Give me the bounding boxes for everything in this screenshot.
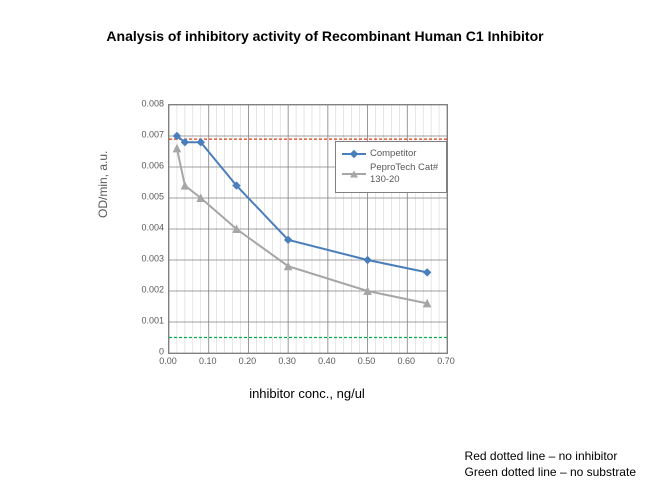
y-tick-label: 0.004	[120, 224, 164, 233]
x-tick-label: 0.30	[272, 356, 302, 366]
page-title: Analysis of inhibitory activity of Recom…	[0, 28, 650, 44]
chart-container: OD/min, a.u. 00.0010.0020.0030.0040.0050…	[120, 98, 460, 418]
x-tick-label: 0.10	[193, 356, 223, 366]
x-tick-label: 0.20	[232, 356, 262, 366]
legend-swatch	[342, 169, 366, 179]
plot-area: Competitor PeproTech Cat# 130-20	[168, 104, 448, 354]
x-tick-label: 0.40	[312, 356, 342, 366]
y-tick-label: 0.003	[120, 255, 164, 264]
y-tick-label: 0.005	[120, 193, 164, 202]
marker-triangle	[173, 145, 180, 152]
marker-diamond	[364, 257, 371, 264]
marker-diamond	[424, 269, 431, 276]
caption-notes: Red dotted line – no inhibitor Green dot…	[465, 448, 636, 480]
caption-line-2: Green dotted line – no substrate	[465, 464, 636, 480]
page-root: Analysis of inhibitory activity of Recom…	[0, 0, 650, 502]
x-tick-label: 0.70	[431, 356, 461, 366]
legend-item: PeproTech Cat# 130-20	[342, 162, 440, 186]
y-tick-label: 0.006	[120, 162, 164, 171]
legend-swatch	[342, 149, 366, 159]
marker-triangle	[181, 182, 188, 189]
legend-label: Competitor	[370, 148, 416, 160]
x-tick-label: 0.00	[153, 356, 183, 366]
y-tick-label: 0.008	[120, 100, 164, 109]
legend-item: Competitor	[342, 148, 440, 160]
x-tick-label: 0.50	[352, 356, 382, 366]
y-tick-label: 0.007	[120, 131, 164, 140]
caption-line-1: Red dotted line – no inhibitor	[465, 448, 636, 464]
y-axis-title: OD/min, a.u.	[96, 151, 110, 218]
x-tick-label: 0.60	[391, 356, 421, 366]
legend-label: PeproTech Cat# 130-20	[370, 162, 440, 186]
x-axis-title: inhibitor conc., ng/ul	[168, 386, 446, 401]
y-tick-label: 0.001	[120, 317, 164, 326]
y-tick-label: 0.002	[120, 286, 164, 295]
legend: Competitor PeproTech Cat# 130-20	[335, 141, 447, 193]
